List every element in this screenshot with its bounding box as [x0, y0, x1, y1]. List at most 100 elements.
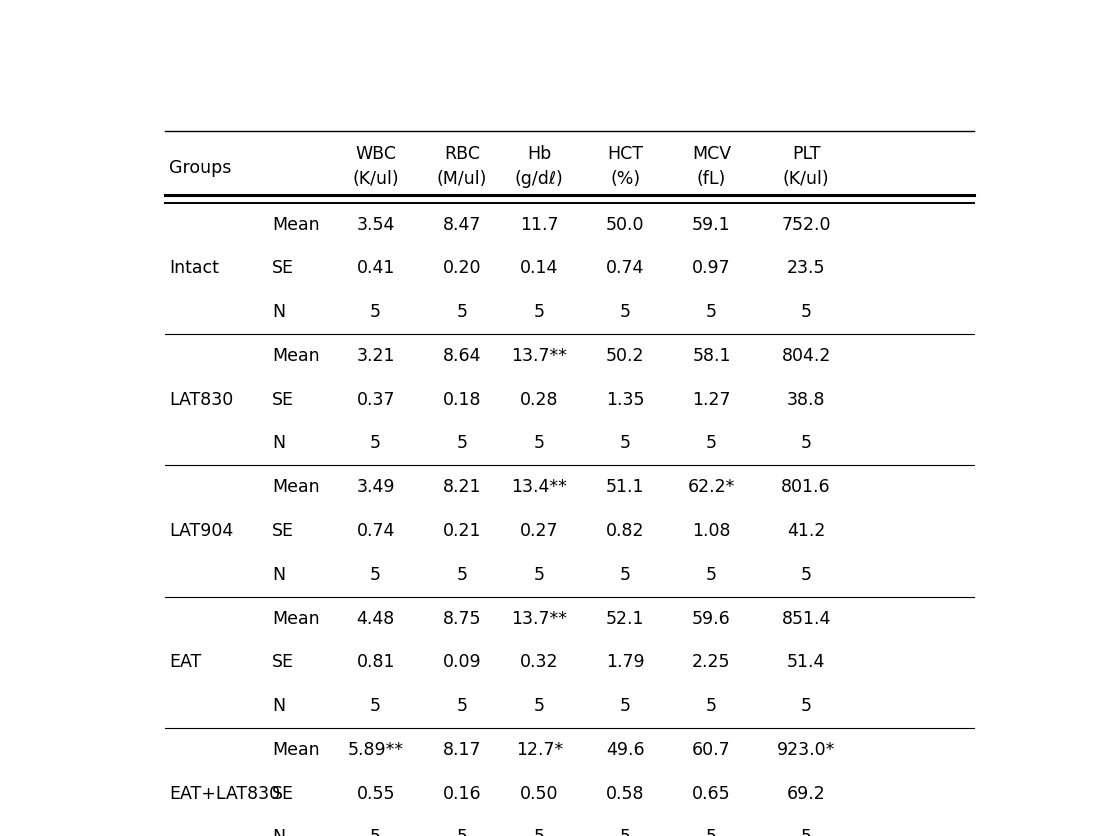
Text: 0.16: 0.16	[442, 785, 481, 803]
Text: 5: 5	[533, 303, 544, 321]
Text: SE: SE	[272, 653, 294, 671]
Text: PLT: PLT	[792, 145, 820, 163]
Text: Intact: Intact	[169, 259, 219, 278]
Text: RBC: RBC	[443, 145, 480, 163]
Text: N: N	[272, 697, 286, 715]
Text: 62.2*: 62.2*	[688, 478, 735, 497]
Text: 8.47: 8.47	[442, 216, 481, 233]
Text: 2.25: 2.25	[692, 653, 731, 671]
Text: 60.7: 60.7	[692, 741, 731, 759]
Text: 5: 5	[370, 303, 381, 321]
Text: 0.58: 0.58	[607, 785, 644, 803]
Text: 5: 5	[705, 828, 717, 836]
Text: 38.8: 38.8	[787, 390, 825, 409]
Text: 58.1: 58.1	[692, 347, 731, 364]
Text: SE: SE	[272, 390, 294, 409]
Text: 50.0: 50.0	[607, 216, 644, 233]
Text: 0.74: 0.74	[357, 522, 394, 540]
Text: 5: 5	[457, 697, 468, 715]
Text: 8.75: 8.75	[442, 609, 481, 628]
Text: 5: 5	[705, 697, 717, 715]
Text: 0.74: 0.74	[607, 259, 644, 278]
Text: MCV: MCV	[692, 145, 731, 163]
Text: 0.09: 0.09	[442, 653, 481, 671]
Text: 5: 5	[705, 435, 717, 452]
Text: SE: SE	[272, 259, 294, 278]
Text: 5: 5	[370, 697, 381, 715]
Text: 5: 5	[801, 697, 812, 715]
Text: N: N	[272, 303, 286, 321]
Text: 0.21: 0.21	[442, 522, 481, 540]
Text: (K/ul): (K/ul)	[783, 171, 830, 188]
Text: 5: 5	[705, 303, 717, 321]
Text: 0.50: 0.50	[520, 785, 559, 803]
Text: Hb: Hb	[527, 145, 551, 163]
Text: EAT+LAT830: EAT+LAT830	[169, 785, 280, 803]
Text: 51.1: 51.1	[607, 478, 644, 497]
Text: LAT830: LAT830	[169, 390, 233, 409]
Text: 8.64: 8.64	[442, 347, 481, 364]
Text: 5: 5	[533, 435, 544, 452]
Text: N: N	[272, 435, 286, 452]
Text: 5: 5	[370, 566, 381, 584]
Text: (fL): (fL)	[697, 171, 727, 188]
Text: N: N	[272, 566, 286, 584]
Text: 59.6: 59.6	[692, 609, 731, 628]
Text: 0.82: 0.82	[607, 522, 644, 540]
Text: HCT: HCT	[608, 145, 643, 163]
Text: Mean: Mean	[272, 478, 320, 497]
Text: 5: 5	[620, 435, 631, 452]
Text: 3.49: 3.49	[357, 478, 394, 497]
Text: 41.2: 41.2	[787, 522, 825, 540]
Text: 5: 5	[457, 828, 468, 836]
Text: 5: 5	[370, 828, 381, 836]
Text: 13.7**: 13.7**	[511, 609, 568, 628]
Text: 851.4: 851.4	[781, 609, 831, 628]
Text: 52.1: 52.1	[607, 609, 644, 628]
Text: 69.2: 69.2	[787, 785, 825, 803]
Text: 5: 5	[620, 303, 631, 321]
Text: 5: 5	[457, 303, 468, 321]
Text: 0.27: 0.27	[520, 522, 559, 540]
Text: (g/dℓ): (g/dℓ)	[514, 171, 563, 188]
Text: Mean: Mean	[272, 347, 320, 364]
Text: 8.17: 8.17	[442, 741, 481, 759]
Text: 23.5: 23.5	[787, 259, 825, 278]
Text: 5: 5	[801, 303, 812, 321]
Text: Mean: Mean	[272, 741, 320, 759]
Text: 5: 5	[620, 828, 631, 836]
Text: 3.21: 3.21	[357, 347, 394, 364]
Text: 51.4: 51.4	[787, 653, 825, 671]
Text: 0.37: 0.37	[357, 390, 394, 409]
Text: 5: 5	[370, 435, 381, 452]
Text: 59.1: 59.1	[692, 216, 731, 233]
Text: 5: 5	[620, 697, 631, 715]
Text: 923.0*: 923.0*	[777, 741, 835, 759]
Text: 1.79: 1.79	[605, 653, 644, 671]
Text: (M/ul): (M/ul)	[437, 171, 487, 188]
Text: 5: 5	[457, 435, 468, 452]
Text: EAT: EAT	[169, 653, 201, 671]
Text: LAT904: LAT904	[169, 522, 233, 540]
Text: 8.21: 8.21	[442, 478, 481, 497]
Text: 11.7: 11.7	[520, 216, 559, 233]
Text: 13.7**: 13.7**	[511, 347, 568, 364]
Text: 0.18: 0.18	[442, 390, 481, 409]
Text: 5.89**: 5.89**	[348, 741, 403, 759]
Text: 0.14: 0.14	[520, 259, 559, 278]
Text: 804.2: 804.2	[781, 347, 831, 364]
Text: SE: SE	[272, 522, 294, 540]
Text: 5: 5	[801, 435, 812, 452]
Text: 5: 5	[801, 828, 812, 836]
Text: 0.32: 0.32	[520, 653, 559, 671]
Text: 0.28: 0.28	[520, 390, 559, 409]
Text: 0.55: 0.55	[357, 785, 394, 803]
Text: 0.41: 0.41	[357, 259, 394, 278]
Text: 5: 5	[457, 566, 468, 584]
Text: 0.97: 0.97	[692, 259, 731, 278]
Text: 12.7*: 12.7*	[516, 741, 563, 759]
Text: (%): (%)	[610, 171, 640, 188]
Text: 5: 5	[533, 566, 544, 584]
Text: 1.08: 1.08	[692, 522, 731, 540]
Text: 0.20: 0.20	[442, 259, 481, 278]
